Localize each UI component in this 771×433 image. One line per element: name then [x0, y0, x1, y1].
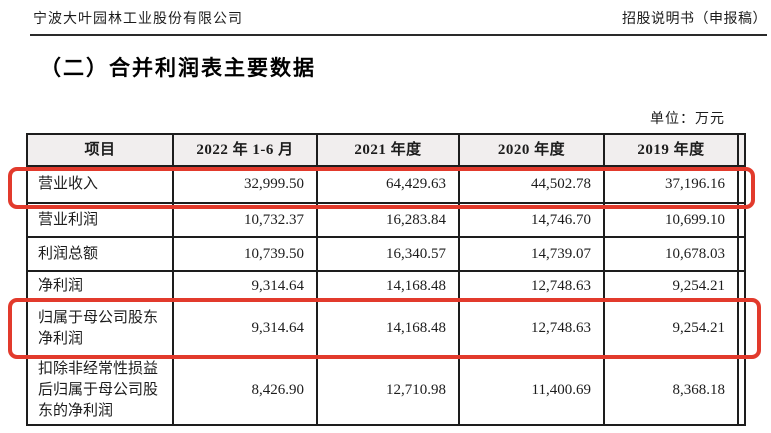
- spacer-cell: [737, 236, 746, 272]
- income-statement-table: 项目 2022 年 1-6 月 2021 年度 2020 年度 2019 年度 …: [26, 133, 746, 426]
- spacer-cell: [737, 355, 746, 426]
- spacer-cell: [737, 202, 746, 238]
- cell-value: 9,254.21: [603, 270, 739, 302]
- table-row-total-profit: 利润总额 10,739.50 16,340.57 14,739.07 10,67…: [26, 236, 746, 272]
- company-name: 宁波大叶园林工业股份有限公司: [33, 12, 243, 27]
- cell-value: 10,699.10: [603, 202, 739, 238]
- cell-value: 12,710.98: [316, 355, 460, 426]
- cell-value: 9,314.64: [172, 300, 318, 357]
- col-header-2020: 2020 年度: [458, 133, 605, 167]
- table-row-revenue: 营业收入 32,999.50 64,429.63 44,502.78 37,19…: [26, 165, 746, 204]
- col-header-2021: 2021 年度: [316, 133, 460, 167]
- cell-value: 8,368.18: [603, 355, 739, 426]
- cell-value: 44,502.78: [458, 165, 605, 204]
- cell-value: 12,748.63: [458, 270, 605, 302]
- col-header-item: 项目: [26, 133, 174, 167]
- row-label: 归属于母公司股东净利润: [26, 300, 174, 357]
- cell-value: 32,999.50: [172, 165, 318, 204]
- doc-header: 宁波大叶园林工业股份有限公司 招股说明书（申报稿）: [30, 8, 767, 36]
- section-title: （二）合并利润表主要数据: [40, 57, 316, 80]
- col-header-2019: 2019 年度: [603, 133, 739, 167]
- cell-value: 14,168.48: [316, 270, 460, 302]
- row-label: 营业收入: [26, 165, 174, 204]
- row-label: 利润总额: [26, 236, 174, 272]
- cell-value: 10,732.37: [172, 202, 318, 238]
- col-header-spacer: [737, 133, 746, 167]
- cell-value: 64,429.63: [316, 165, 460, 204]
- cell-value: 14,168.48: [316, 300, 460, 357]
- spacer-cell: [737, 300, 746, 357]
- table-row-deducted-net-profit: 扣除非经常性损益后归属于母公司股东的净利润 8,426.90 12,710.98…: [26, 355, 746, 426]
- cell-value: 10,678.03: [603, 236, 739, 272]
- unit-note: 单位：万元: [650, 112, 725, 127]
- row-label: 净利润: [26, 270, 174, 302]
- cell-value: 14,739.07: [458, 236, 605, 272]
- cell-value: 11,400.69: [458, 355, 605, 426]
- cell-value: 14,746.70: [458, 202, 605, 238]
- spacer-cell: [737, 270, 746, 302]
- spacer-cell: [737, 165, 746, 204]
- cell-value: 9,314.64: [172, 270, 318, 302]
- table-row-parent-net-profit: 归属于母公司股东净利润 9,314.64 14,168.48 12,748.63…: [26, 300, 746, 357]
- cell-value: 9,254.21: [603, 300, 739, 357]
- cell-value: 37,196.16: [603, 165, 739, 204]
- table-row-net-profit: 净利润 9,314.64 14,168.48 12,748.63 9,254.2…: [26, 270, 746, 302]
- doc-type-label: 招股说明书（申报稿）: [622, 12, 767, 27]
- col-header-2022h1: 2022 年 1-6 月: [172, 133, 318, 167]
- cell-value: 12,748.63: [458, 300, 605, 357]
- cell-value: 16,283.84: [316, 202, 460, 238]
- cell-value: 16,340.57: [316, 236, 460, 272]
- row-label: 营业利润: [26, 202, 174, 238]
- table-header-row: 项目 2022 年 1-6 月 2021 年度 2020 年度 2019 年度: [26, 133, 746, 167]
- cell-value: 10,739.50: [172, 236, 318, 272]
- row-label: 扣除非经常性损益后归属于母公司股东的净利润: [26, 355, 174, 426]
- cell-value: 8,426.90: [172, 355, 318, 426]
- table-row-operating-profit: 营业利润 10,732.37 16,283.84 14,746.70 10,69…: [26, 202, 746, 238]
